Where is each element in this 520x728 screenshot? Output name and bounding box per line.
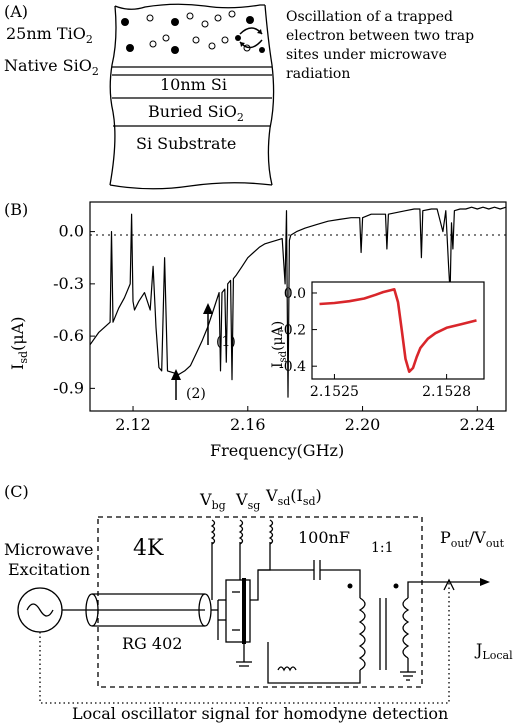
inset-yticks: 0.0 -0.2 -0.4 bbox=[279, 286, 317, 375]
xtick-label: 2.1525 bbox=[310, 384, 359, 400]
inset-ylabel: Isd(μA) bbox=[270, 320, 289, 368]
plot-b-series bbox=[89, 206, 507, 398]
panel-b-label: (B) bbox=[4, 200, 29, 219]
native-sio2-label: Native SiO2 bbox=[4, 56, 99, 79]
xtick-label: 2.1528 bbox=[422, 384, 471, 400]
capacitor-label: 100nF bbox=[298, 528, 350, 547]
ytick-label: -0.9 bbox=[53, 378, 84, 397]
vsd-label: Vsd(Isd) bbox=[266, 486, 322, 509]
pout-vout-label: Pout/Vout bbox=[440, 528, 504, 551]
transformer-dot-2 bbox=[393, 583, 399, 589]
four-k-label: 4K bbox=[133, 536, 164, 561]
panel-a-label: (A) bbox=[4, 2, 29, 21]
excitation-label: Excitation bbox=[8, 560, 91, 579]
plot-b-ylabel: Isd(μA) bbox=[8, 316, 31, 370]
buried-sio2-label: Buried SiO2 bbox=[148, 102, 244, 125]
xtick-label: 2.24 bbox=[459, 415, 495, 434]
arrow-2-label: (2) bbox=[186, 386, 206, 402]
ytick-label: -0.2 bbox=[279, 323, 306, 339]
ytick-label: -0.6 bbox=[53, 326, 84, 345]
tio2-label: 25nm TiO2 bbox=[6, 24, 93, 47]
panel-a-caption: Oscillation of a trapped electron betwee… bbox=[286, 9, 475, 82]
vbg-label: Vbg bbox=[200, 490, 226, 513]
jlocal-label: JLocal bbox=[476, 640, 513, 663]
plot-b-xticks: 2.12 2.16 2.20 2.24 bbox=[115, 406, 495, 434]
plot-b-frame bbox=[89, 201, 507, 412]
vsg-label: Vsg bbox=[236, 490, 261, 513]
plot-b-yticks: 0.0 -0.3 -0.6 -0.9 bbox=[53, 222, 95, 397]
xtick-label: 2.12 bbox=[115, 415, 151, 434]
panel-c-circuit bbox=[17, 516, 480, 704]
bottom-caption: Local oscillator signal for homodyne det… bbox=[70, 704, 451, 723]
xtick-label: 2.16 bbox=[230, 415, 266, 434]
series-line bbox=[319, 287, 477, 374]
panel-c-label: (C) bbox=[4, 482, 29, 501]
ratio-label: 1:1 bbox=[371, 540, 394, 556]
arrow-1-label: (1) bbox=[216, 334, 236, 350]
rg402-label: RG 402 bbox=[122, 634, 183, 653]
series-line bbox=[89, 206, 507, 398]
arrow-1 bbox=[203, 303, 213, 345]
xtick-label: 2.20 bbox=[345, 415, 381, 434]
plot-b-xlabel: Frequency(GHz) bbox=[210, 441, 345, 460]
output-arrow-icon bbox=[480, 578, 490, 586]
si-layer-label: 10nm Si bbox=[160, 75, 227, 94]
substrate-label: Si Substrate bbox=[136, 134, 237, 153]
inset-xticks: 2.1525 2.1528 bbox=[310, 374, 471, 400]
ytick-label: -0.3 bbox=[53, 274, 84, 293]
inset-frame bbox=[311, 281, 485, 380]
transformer-dot bbox=[347, 583, 353, 589]
ytick-label: 0.0 bbox=[59, 222, 84, 241]
arrow-2 bbox=[171, 369, 181, 400]
panel-a-device bbox=[109, 3, 275, 190]
microwave-label: Microwave bbox=[4, 540, 94, 559]
inset-series bbox=[319, 287, 477, 374]
ytick-label: -0.4 bbox=[279, 359, 306, 375]
trap-sites bbox=[121, 10, 265, 54]
ytick-label: 0.0 bbox=[284, 286, 306, 302]
